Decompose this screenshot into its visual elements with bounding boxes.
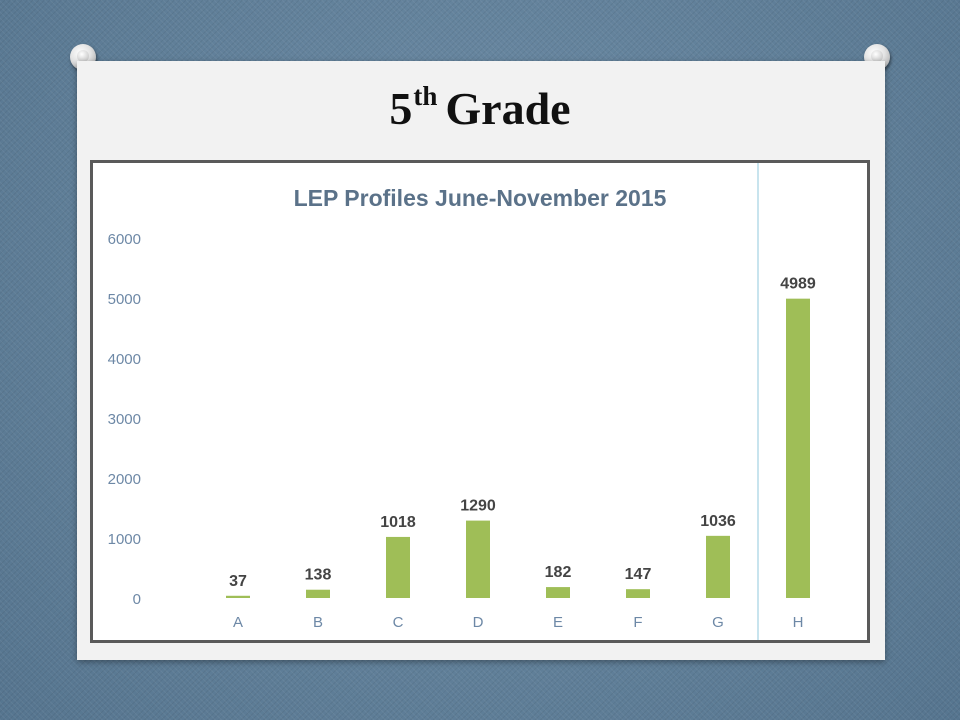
bars: 37 138 1018 1290 182 147 1036 4989 [226,276,816,598]
bar-e [546,587,570,598]
bar-f [626,589,650,598]
data-label: 4989 [780,276,816,293]
bar-c [386,536,410,598]
bar-g [706,535,730,598]
chart-title: LEP Profiles June-November 2015 [294,185,667,211]
x-tick-label: F [633,614,642,631]
y-tick-label: 0 [133,591,141,608]
slide-title: 5th Grade [0,83,960,132]
bar-d [466,520,490,598]
data-label: 1018 [380,514,416,531]
data-label: 1290 [460,498,496,515]
bar-a [226,595,250,598]
slide-title-superscript: th [413,81,438,111]
y-tick-label: 6000 [108,231,141,248]
bar-chart: LEP Profiles June-November 2015 0 1000 200… [108,163,816,640]
y-tick-label: 3000 [108,411,141,428]
bar-h [786,298,810,598]
x-tick-label: D [473,614,484,631]
x-tick-label: C [393,614,404,631]
x-tick-label: B [313,614,323,631]
data-label: 1036 [700,513,736,530]
data-label: 37 [229,573,247,590]
x-tick-label: A [233,614,243,631]
x-tick-label: E [553,614,563,631]
slide-title-text: Grade [445,83,571,134]
data-label: 138 [305,567,332,584]
x-tick-label: G [712,614,724,631]
y-tick-label: 4000 [108,351,141,368]
y-tick-label: 2000 [108,471,141,488]
y-tick-label: 5000 [108,291,141,308]
slide-title-number: 5 [389,83,413,134]
bar-b [306,589,330,598]
x-tick-label: H [793,614,804,631]
data-label: 147 [625,566,652,583]
y-axis: 0 1000 2000 3000 4000 5000 6000 [108,231,141,608]
chart-frame: LEP Profiles June-November 2015 0 1000 200… [90,160,870,643]
x-axis: A B C D E F G H [233,614,803,631]
data-label: 182 [545,564,572,581]
y-tick-label: 1000 [108,531,141,548]
